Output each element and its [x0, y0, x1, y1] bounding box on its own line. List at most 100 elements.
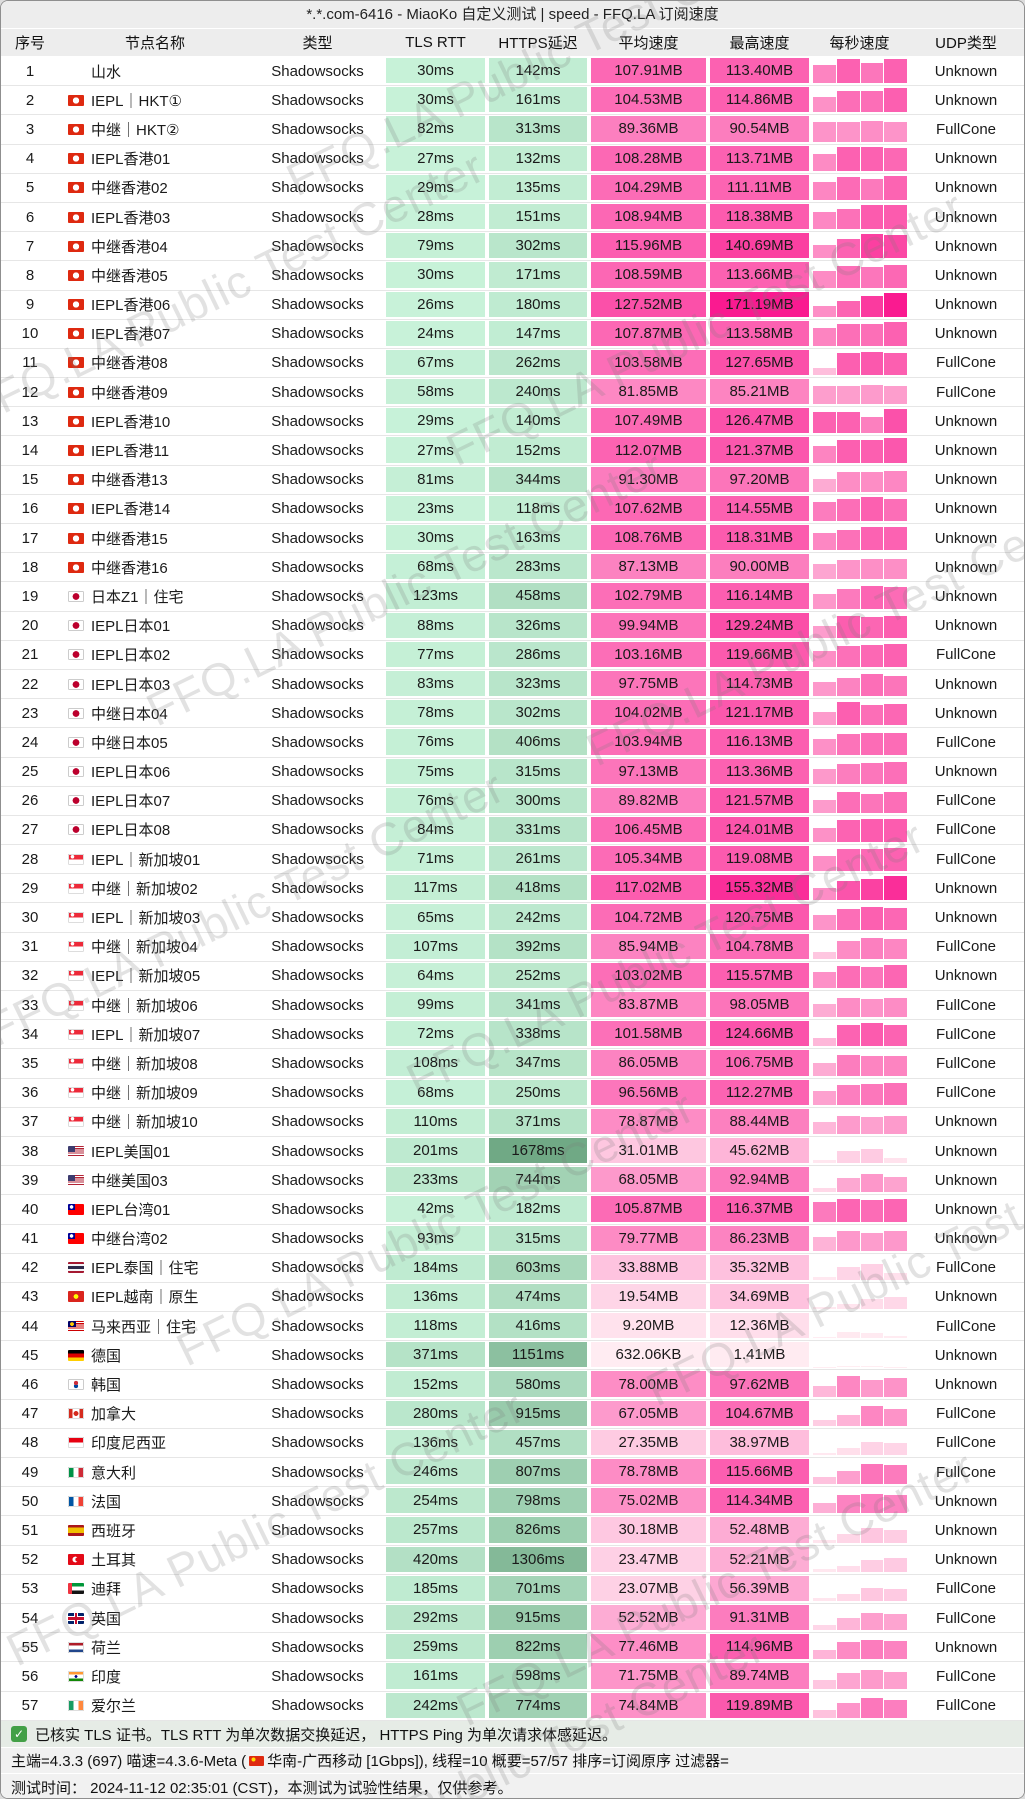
cell-max-speed: 38.97MB [710, 1429, 809, 1455]
cell-type: Shadowsocks [271, 1142, 364, 1160]
cell-udp-type: Unknown [934, 325, 998, 343]
cell-tls-rtt: 152ms [386, 1371, 485, 1397]
speed-bar [813, 769, 836, 784]
cell-https-latency: 132ms [489, 145, 587, 171]
cell-max-speed: 35.32MB [710, 1254, 809, 1280]
cell-type: Shadowsocks [271, 909, 364, 927]
per-second-bars [811, 758, 908, 786]
speed-bar [836, 439, 860, 463]
cell-index: 20 [21, 617, 39, 635]
speed-bar [884, 1296, 907, 1310]
node-name-text: 德国 [91, 1347, 122, 1365]
cell-type: Shadowsocks [271, 1492, 364, 1510]
cell-udp-type: Unknown [934, 558, 998, 576]
cell-index: 54 [21, 1609, 39, 1627]
speed-bar [813, 411, 836, 434]
flag-ie-icon [68, 1700, 84, 1712]
speed-bar [836, 90, 860, 113]
node-name-text: IEPL香港01 [91, 151, 171, 169]
cell-node-name: IEPL香港06 [59, 291, 251, 319]
speed-bar [813, 625, 836, 638]
per-second-bars [811, 874, 908, 902]
speed-bar [836, 1414, 860, 1426]
flag-ae-icon [68, 1583, 84, 1595]
speed-bar [813, 96, 836, 113]
node-name-text: 中继香港08 [91, 355, 168, 373]
speed-bar [836, 1151, 860, 1164]
node-name-text: 爱尔兰 [91, 1698, 137, 1716]
cell-node-name: 中继香港16 [59, 553, 251, 581]
speed-bar [836, 238, 860, 259]
table-row: 23 中继日本04 Shadowsocks 78ms 302ms 104.02MB 121.… [1, 699, 1024, 729]
cell-tls-rtt: 79ms [386, 233, 485, 259]
cell-type: Shadowsocks [271, 1288, 364, 1306]
cell-https-latency: 798ms [489, 1488, 587, 1514]
cell-https-latency: 580ms [489, 1371, 587, 1397]
cell-tls-rtt: 420ms [386, 1546, 485, 1572]
flag-jp-icon [68, 620, 84, 632]
speed-bar [860, 121, 884, 142]
cell-index: 23 [21, 704, 39, 722]
cell-max-speed: 121.17MB [710, 700, 809, 726]
cell-udp-type: FullCone [935, 1580, 997, 1598]
cell-max-speed: 155.32MB [710, 875, 809, 901]
speed-bar [860, 266, 884, 288]
per-second-bars [811, 495, 908, 523]
cell-node-name: IEPL｜新加坡07 [59, 1020, 251, 1048]
per-second-bars [811, 582, 908, 610]
table-row: 18 中继香港16 Shadowsocks 68ms 283ms 87.13MB 90.00… [1, 553, 1024, 583]
per-second-bars [811, 1370, 908, 1398]
cell-avg-speed: 97.13MB [591, 758, 706, 784]
speed-bar [884, 292, 907, 317]
per-second-bars [811, 1312, 908, 1340]
cell-avg-speed: 67.05MB [591, 1400, 706, 1426]
cell-avg-speed: 19.54MB [591, 1283, 706, 1310]
table-row: 34 IEPL｜新加坡07 Shadowsocks 72ms 338ms 101.58MB… [1, 1020, 1024, 1050]
speed-bar [860, 1366, 884, 1368]
flag-sg-icon [68, 853, 84, 865]
cell-https-latency: 458ms [489, 583, 587, 609]
speed-bar [813, 712, 836, 726]
speed-bar [813, 1336, 836, 1339]
cell-avg-speed: 115.96MB [591, 233, 706, 259]
flag-es-icon [68, 1524, 84, 1536]
speed-bar [884, 1442, 907, 1455]
table-row: 19 日本Z1｜住宅 Shadowsocks 123ms 458ms 102.79MB 11… [1, 582, 1024, 612]
cell-https-latency: 286ms [489, 641, 587, 667]
cell-https-latency: 135ms [489, 174, 587, 200]
cell-index: 11 [22, 354, 38, 372]
flag-jp-icon [68, 795, 84, 807]
flag-my-icon [68, 1320, 84, 1332]
speed-bar [884, 59, 907, 84]
cell-index: 56 [21, 1667, 39, 1685]
cell-tls-rtt: 107ms [386, 933, 485, 959]
cell-type: Shadowsocks [271, 1609, 364, 1627]
speed-bar [836, 472, 860, 492]
speed-bar [860, 732, 884, 755]
cell-type: Shadowsocks [271, 62, 364, 80]
cell-udp-type: FullCone [935, 938, 997, 956]
speed-bar [860, 1299, 884, 1310]
speed-bar [836, 702, 860, 726]
table-row: 16 IEPL香港14 Shadowsocks 23ms 118ms 107.62MB 11… [1, 494, 1024, 524]
cell-tls-rtt: 29ms [386, 174, 485, 200]
cell-avg-speed: 89.82MB [591, 787, 706, 813]
cell-type: Shadowsocks [271, 1084, 364, 1102]
cell-max-speed: 52.48MB [710, 1517, 809, 1543]
cell-node-name: 中继台湾02 [59, 1225, 251, 1253]
cell-max-speed: 118.31MB [710, 525, 809, 551]
speed-bar [836, 1231, 860, 1251]
cell-node-name: IEPL日本01 [59, 612, 251, 640]
speed-bar [884, 819, 907, 843]
cell-type: Shadowsocks [271, 1434, 364, 1452]
flag-jp-icon [68, 766, 84, 778]
cell-https-latency: 302ms [489, 700, 587, 726]
table-row: 15 中继香港13 Shadowsocks 81ms 344ms 91.30MB 97.20… [1, 465, 1024, 495]
cell-tls-rtt: 58ms [386, 379, 485, 405]
cell-udp-type: Unknown [934, 1142, 998, 1160]
speed-bar [884, 147, 907, 171]
speed-bar [813, 888, 836, 901]
speed-bar [884, 586, 907, 609]
cell-type: Shadowsocks [271, 412, 364, 430]
per-second-bars [811, 57, 908, 85]
